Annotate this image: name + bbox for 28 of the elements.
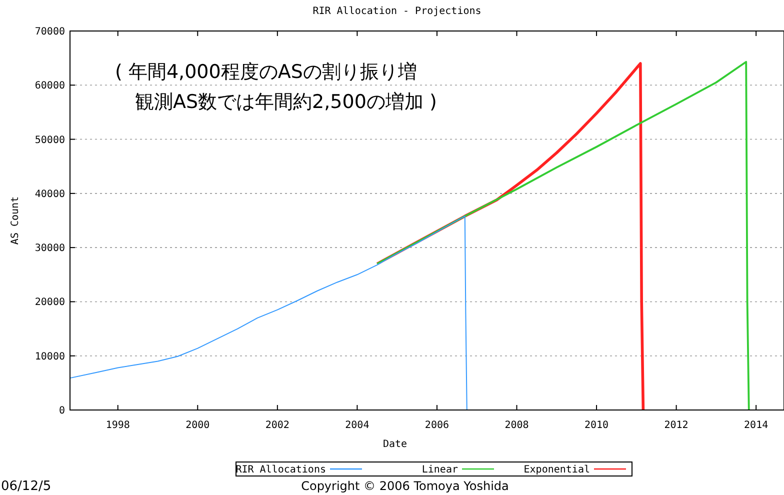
x-tick-label: 2000 bbox=[186, 420, 210, 431]
x-tick-label: 2002 bbox=[265, 420, 290, 431]
x-tick-label: 2004 bbox=[345, 420, 370, 431]
x-tick-label: 2008 bbox=[504, 420, 529, 431]
x-tick-label: 2006 bbox=[424, 420, 450, 431]
y-axis-title: AS Count bbox=[10, 196, 21, 245]
x-tick-label: 1998 bbox=[106, 420, 130, 431]
y-tick-label: 30000 bbox=[34, 243, 65, 254]
y-tick-label: 0 bbox=[58, 406, 65, 416]
y-tick-label: 40000 bbox=[34, 188, 65, 200]
annotation: ( 年間4,000程度のASの割り振り増 bbox=[115, 61, 417, 83]
annotation: 観測AS数では年間約2,500の増加 ) bbox=[135, 91, 437, 113]
text: 06/12/5 bbox=[1, 479, 52, 494]
x-tick-label: 2012 bbox=[664, 420, 688, 431]
chart-title: RIR Allocation - Projections bbox=[312, 6, 482, 17]
legend-label: Linear bbox=[422, 464, 458, 476]
legend-label: Exponential bbox=[524, 464, 590, 476]
y-tick-label: 60000 bbox=[34, 80, 65, 92]
line-series bbox=[70, 216, 468, 410]
y-tick-label: 10000 bbox=[34, 351, 65, 362]
x-axis-title: Date bbox=[382, 439, 408, 450]
legend-label: RIR Allocations bbox=[236, 464, 326, 476]
y-tick-label: 20000 bbox=[34, 297, 65, 308]
y-tick-label: 50000 bbox=[34, 134, 65, 146]
text: Copyright © 2006 Tomoya Yoshida bbox=[301, 479, 509, 493]
y-tick-label: 70000 bbox=[34, 26, 65, 38]
x-tick-label: 2014 bbox=[744, 420, 768, 431]
x-tick-label: 2010 bbox=[584, 420, 609, 431]
